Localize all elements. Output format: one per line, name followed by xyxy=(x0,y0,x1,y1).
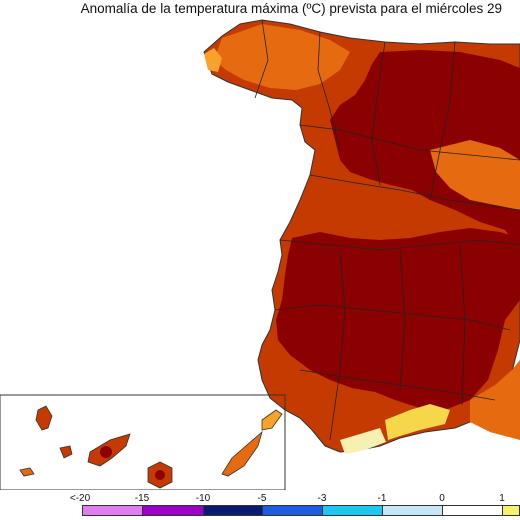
color-swatch xyxy=(382,505,442,516)
colorbar-legend: <-20 -15 -10 -5 -3 -1 0 1 xyxy=(0,490,520,520)
canary-inset-frame xyxy=(0,394,286,490)
island-lanzarote xyxy=(261,409,283,431)
southern-max-region xyxy=(276,228,520,410)
color-swatch xyxy=(203,505,262,516)
island-la-palma xyxy=(35,405,53,431)
color-swatch xyxy=(82,505,142,516)
south-coast-slight-region xyxy=(385,404,450,440)
island-tenerife-peak xyxy=(100,446,112,458)
tick-label: -5 xyxy=(257,493,267,504)
island-fuerteventura xyxy=(221,430,263,477)
color-swatch xyxy=(442,505,502,516)
tick-label: -10 xyxy=(195,493,211,504)
tick-label: -3 xyxy=(317,493,327,504)
canary-islands xyxy=(19,405,283,489)
tick-label: 1 xyxy=(499,493,505,504)
tick-label: 0 xyxy=(439,493,445,504)
island-la-gomera xyxy=(59,445,73,459)
color-swatch xyxy=(502,505,520,516)
color-swatch xyxy=(262,505,322,516)
tick-label: -15 xyxy=(134,493,150,504)
galicia-mid-region xyxy=(204,48,222,72)
map-title: Anomalía de la temperatura máxima (ºC) p… xyxy=(80,1,502,16)
tick-label: <-20 xyxy=(69,493,91,504)
tick-label: -1 xyxy=(377,493,387,504)
color-swatch xyxy=(322,505,382,516)
region-borders xyxy=(254,19,520,441)
island-el-hierro xyxy=(19,467,35,477)
north-cantabria-region xyxy=(214,24,350,90)
south-coast-neutral-region xyxy=(340,428,386,454)
anomaly-map xyxy=(0,19,520,490)
island-gran-canaria-center xyxy=(155,470,165,480)
color-swatch xyxy=(142,505,203,516)
